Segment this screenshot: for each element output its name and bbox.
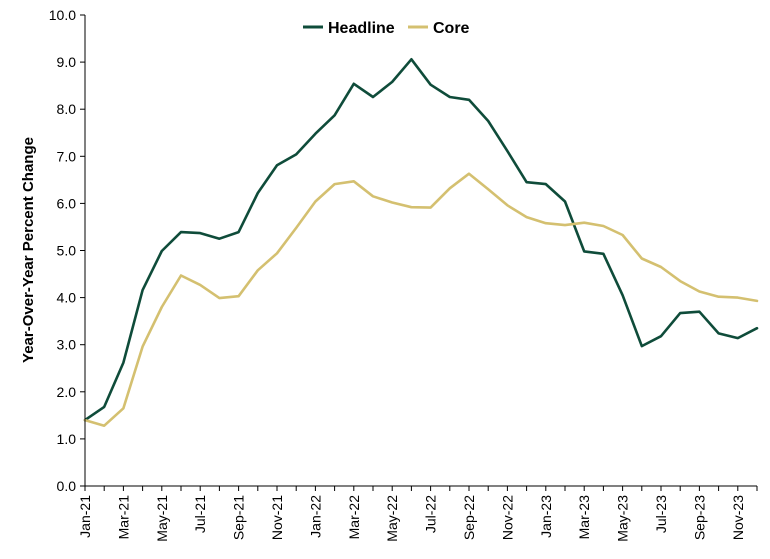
x-tick-label: Sep-23 (691, 495, 707, 540)
y-tick-label: 10.0 (49, 7, 76, 23)
x-tick-label: Nov-22 (499, 495, 515, 540)
y-tick-label: 3.0 (57, 337, 77, 353)
x-tick-label: May-21 (154, 495, 170, 542)
y-axis-title: Year-Over-Year Percent Change (20, 137, 37, 363)
x-tick-label: May-22 (384, 495, 400, 542)
y-tick-label: 9.0 (57, 54, 77, 70)
x-tick-label: Mar-23 (576, 495, 592, 540)
x-tick-label: Nov-23 (730, 495, 746, 540)
y-tick-label: 1.0 (57, 431, 77, 447)
x-axis-ticks: Jan-21 Mar-21 May-21 Jul-21 Sep-21 Nov-21 Jan-… (77, 486, 758, 542)
legend-label-headline: Headline (328, 20, 395, 37)
x-tick-label: Jul-22 (423, 495, 439, 533)
x-tick-label: Nov-21 (269, 495, 285, 540)
y-tick-label: 8.0 (57, 101, 77, 117)
x-tick-label: Sep-22 (461, 495, 477, 540)
y-tick-label: 0.0 (57, 478, 77, 494)
x-tick-label: Mar-21 (115, 495, 131, 540)
y-tick-label: 7.0 (57, 148, 77, 164)
y-tick-label: 6.0 (57, 195, 77, 211)
series-line-core (83, 172, 759, 428)
y-axis-ticks: 0.0 1.0 2.0 3.0 4.0 5.0 6.0 7.0 8.0 9.0 10.0 (49, 7, 85, 494)
series-line-headline (83, 57, 759, 422)
series-layer (83, 57, 759, 428)
y-tick-label: 5.0 (57, 243, 77, 259)
x-tick-label: Jul-21 (192, 495, 208, 533)
x-tick-label: Jan-21 (77, 495, 93, 538)
x-tick-label: Mar-22 (346, 495, 362, 540)
legend: Headline Core (303, 20, 470, 37)
y-tick-label: 2.0 (57, 384, 77, 400)
x-tick-label: Jan-23 (538, 495, 554, 538)
x-tick-label: Jul-23 (653, 495, 669, 533)
x-tick-label: May-23 (615, 495, 631, 542)
y-tick-label: 4.0 (57, 290, 77, 306)
legend-label-core: Core (433, 20, 470, 37)
x-tick-label: Sep-21 (231, 495, 247, 540)
x-tick-label: Jan-22 (307, 495, 323, 538)
